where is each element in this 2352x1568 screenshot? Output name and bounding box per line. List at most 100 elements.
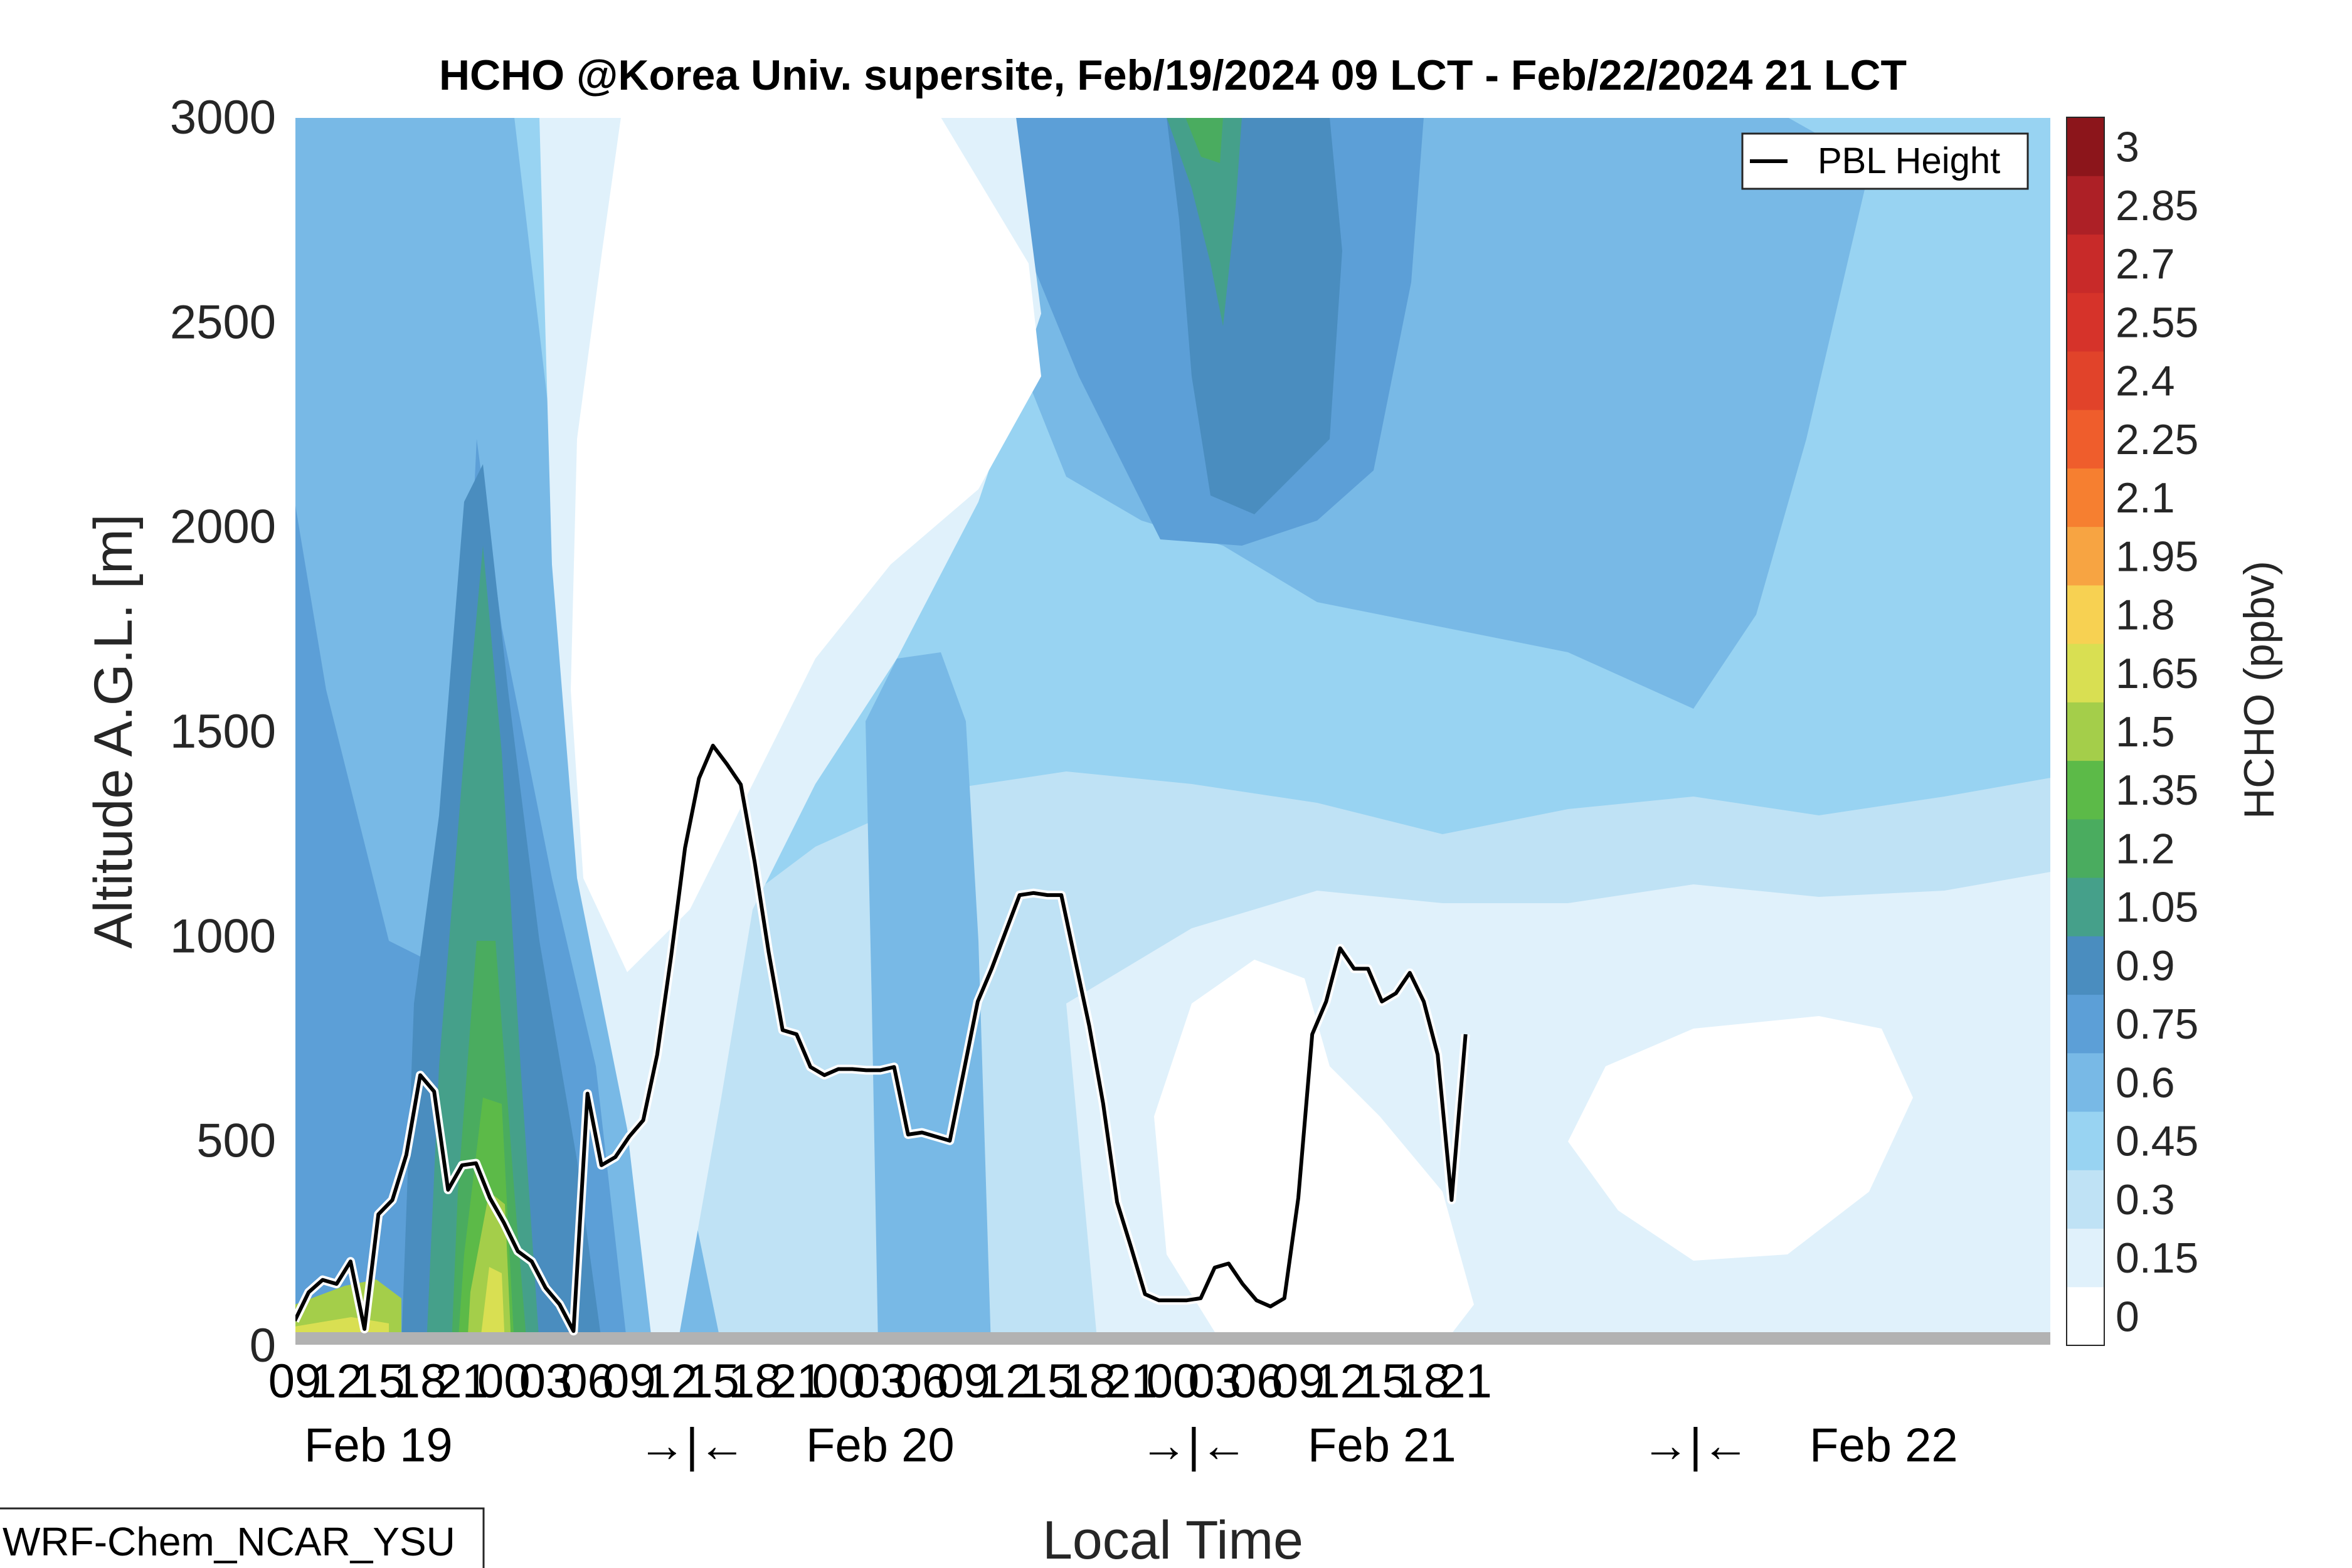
colorbar-tick-label: 3 <box>2116 124 2139 171</box>
x-tick-label: 18 <box>1062 1355 1116 1408</box>
x-tick-label: 09 <box>268 1355 322 1408</box>
x-tick-label: 00 <box>1147 1355 1200 1408</box>
contour-band-1.2 <box>1185 117 1223 163</box>
contour-band-0-lower-2 <box>1568 1016 1913 1261</box>
colorbar-tick-label: 1.8 <box>2116 591 2175 639</box>
colorbar: 0 0.15 0.3 0.45 0.6 0.75 0.9 1.05 1.2 1.35 1.5 1.65… <box>2066 117 2198 1346</box>
y-tick-label: 3000 <box>170 91 276 144</box>
x-tick-label: 21 <box>435 1355 489 1408</box>
model-label: WRF-Chem_NCAR_YSU <box>3 1519 455 1564</box>
x-tick-label: 06 <box>896 1355 949 1408</box>
contour-band-0.45-right <box>1788 117 2051 753</box>
x-tick-label: 03 <box>519 1355 573 1408</box>
y-tick-label: 1000 <box>170 909 276 963</box>
legend-box <box>1741 132 2029 190</box>
colorbar-tick-label: 1.05 <box>2116 884 2198 931</box>
colorbar-swatch <box>2067 760 2104 820</box>
x-tick-label: 00 <box>477 1355 531 1408</box>
colorbar-tick-label: 1.2 <box>2116 825 2175 872</box>
colorbar-tick-label: 0.75 <box>2116 1000 2198 1048</box>
x-tick-label: 12 <box>645 1355 698 1408</box>
date-label: Feb 21 <box>1308 1419 1456 1472</box>
x-tick-label: 03 <box>854 1355 907 1408</box>
colorbar-swatch <box>2067 410 2104 469</box>
x-tick-label: 15 <box>1021 1355 1074 1408</box>
colorbar-tick-label: 0.15 <box>2116 1234 2198 1282</box>
colorbar-swatch <box>2067 1170 2104 1229</box>
y-tick-label: 1500 <box>170 705 276 758</box>
x-axis-label: Local Time <box>1042 1510 1303 1568</box>
colorbar-swatch <box>2067 1052 2104 1112</box>
x-tick-label: 09 <box>1272 1355 1325 1408</box>
y-tick-label: 500 <box>196 1115 276 1168</box>
colorbar-swatch <box>2067 818 2104 878</box>
colorbar-swatch <box>2067 936 2104 995</box>
contour-band-0-lower-1 <box>1154 960 1474 1345</box>
date-label: →|← <box>1641 1419 1749 1472</box>
date-label: →|← <box>1140 1419 1248 1472</box>
x-tick-label: 00 <box>812 1355 865 1408</box>
pbl-height-line <box>295 743 1468 1333</box>
colorbar-tick-label: 1.35 <box>2116 766 2198 814</box>
date-label: →|← <box>638 1419 746 1472</box>
x-tick-label: 03 <box>1188 1355 1241 1408</box>
x-tick-label: 06 <box>561 1355 614 1408</box>
terrain-strip <box>295 1332 2051 1345</box>
colorbar-swatch <box>2067 234 2104 294</box>
colorbar-swatch <box>2067 702 2104 761</box>
x-tick-label: 15 <box>686 1355 739 1408</box>
x-tick-label: 21 <box>770 1355 824 1408</box>
colorbar-swatch <box>2067 644 2104 702</box>
x-tick-label: 09 <box>603 1355 656 1408</box>
colorbar-label: HCHO (ppbv) <box>2235 561 2283 819</box>
contour-band-0.6-mid <box>866 652 991 1345</box>
legend: PBL Height <box>1741 132 2029 190</box>
colorbar-tick-label: 2.1 <box>2116 474 2175 522</box>
x-tick-label: 15 <box>1355 1355 1409 1408</box>
x-tick-label: 12 <box>310 1355 363 1408</box>
x-tick-label: 18 <box>394 1355 447 1408</box>
model-label-box: WRF-Chem_NCAR_YSU <box>0 1507 485 1568</box>
x-tick-label: 21 <box>1104 1355 1158 1408</box>
colorbar-swatch <box>2067 1228 2104 1288</box>
x-tick-label: 12 <box>1313 1355 1367 1408</box>
colorbar-swatch <box>2067 176 2104 235</box>
x-axis: 0912151821000306091215182100030609121518… <box>268 1355 1492 1408</box>
colorbar-tick-label: 0.3 <box>2116 1176 2175 1224</box>
y-tick-label: 0 <box>250 1319 276 1372</box>
colorbar-swatch <box>2067 1111 2104 1170</box>
x-tick-label: 09 <box>937 1355 990 1408</box>
x-tick-label: 18 <box>1397 1355 1451 1408</box>
plot-frame <box>294 117 2052 1346</box>
y-tick-label: 2500 <box>170 295 276 349</box>
x-tick-label: 18 <box>728 1355 781 1408</box>
x-tick-label: 21 <box>1439 1355 1492 1408</box>
colorbar-tick-label: 2.25 <box>2116 416 2198 464</box>
colorbar-swatch <box>2067 117 2104 176</box>
legend-label-pbl: PBL Height <box>1818 140 2000 181</box>
plot-area <box>295 117 2051 1345</box>
colorbar-tick-label: 2.7 <box>2116 240 2175 288</box>
colorbar-swatch <box>2067 468 2104 527</box>
colorbar-swatch <box>2067 877 2104 936</box>
contour-band-1.65-left <box>480 1267 505 1345</box>
colorbar-swatch <box>2067 585 2104 644</box>
date-label: Feb 19 <box>304 1419 453 1472</box>
colorbar-tick-label: 2.85 <box>2116 182 2198 230</box>
colorbar-frame <box>2066 117 2105 1346</box>
colorbar-tick-label: 1.95 <box>2116 532 2198 580</box>
x-tick-label: 15 <box>352 1355 405 1408</box>
date-label: Feb 22 <box>1809 1419 1958 1472</box>
colorbar-tick-label: 2.55 <box>2116 299 2198 346</box>
y-tick-label: 2000 <box>170 501 276 554</box>
colorbar-tick-label: 0.45 <box>2116 1118 2198 1165</box>
colorbar-tick-label: 0 <box>2116 1293 2139 1340</box>
colorbar-swatch <box>2067 292 2104 352</box>
chart-title: HCHO @Korea Univ. supersite, Feb/19/2024… <box>439 51 1907 99</box>
colorbar-swatch <box>2067 994 2104 1054</box>
colorbar-tick-label: 0.6 <box>2116 1059 2175 1106</box>
y-axis-label: Altitude A.G.L. [m] <box>83 514 144 948</box>
colorbar-tick-label: 1.65 <box>2116 650 2198 697</box>
